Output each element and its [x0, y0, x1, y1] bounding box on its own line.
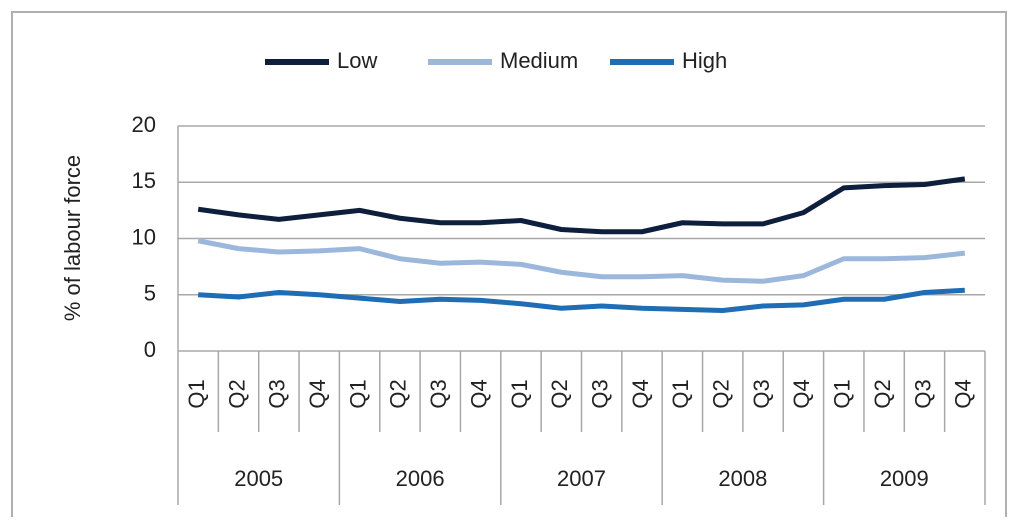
- x-group-label: 2008: [718, 466, 767, 491]
- x-tick-label: Q2: [709, 379, 734, 408]
- x-group-label: 2009: [880, 466, 929, 491]
- x-tick-label: Q4: [789, 379, 814, 408]
- y-axis-label: % of labour force: [60, 155, 85, 321]
- y-tick-label: 0: [144, 337, 156, 362]
- y-tick-label: 5: [144, 281, 156, 306]
- series-line: [197, 238, 966, 284]
- x-tick-label: Q4: [466, 379, 491, 408]
- x-tick-label: Q1: [184, 379, 209, 408]
- legend-label: Medium: [500, 48, 578, 73]
- series-line: [197, 176, 966, 235]
- x-tick-label: Q1: [507, 379, 532, 408]
- x-tick-label: Q1: [830, 379, 855, 408]
- y-tick-label: 10: [132, 224, 156, 249]
- x-tick-label: Q3: [910, 379, 935, 408]
- x-tick-label: Q3: [265, 379, 290, 408]
- y-tick-label: 20: [132, 112, 156, 137]
- x-tick-label: Q1: [345, 379, 370, 408]
- series-line: [198, 287, 965, 313]
- x-tick-label: Q3: [426, 379, 451, 408]
- x-tick-label: Q4: [628, 379, 653, 408]
- x-tick-label: Q3: [587, 379, 612, 408]
- x-tick-label: Q2: [870, 379, 895, 408]
- x-group-label: 2007: [557, 466, 606, 491]
- x-tick-label: Q1: [668, 379, 693, 408]
- x-tick-label: Q3: [749, 379, 774, 408]
- frame: [11, 11, 1007, 522]
- x-tick-label: Q2: [224, 379, 249, 408]
- x-tick-label: Q4: [951, 379, 976, 408]
- legend-label: High: [682, 48, 727, 73]
- x-group-label: 2006: [396, 466, 445, 491]
- x-tick-label: Q4: [305, 379, 330, 408]
- x-tick-label: Q2: [386, 379, 411, 408]
- x-tick-label: Q2: [547, 379, 572, 408]
- y-tick-label: 15: [132, 168, 156, 193]
- legend-label: Low: [337, 48, 377, 73]
- x-group-label: 2005: [234, 466, 283, 491]
